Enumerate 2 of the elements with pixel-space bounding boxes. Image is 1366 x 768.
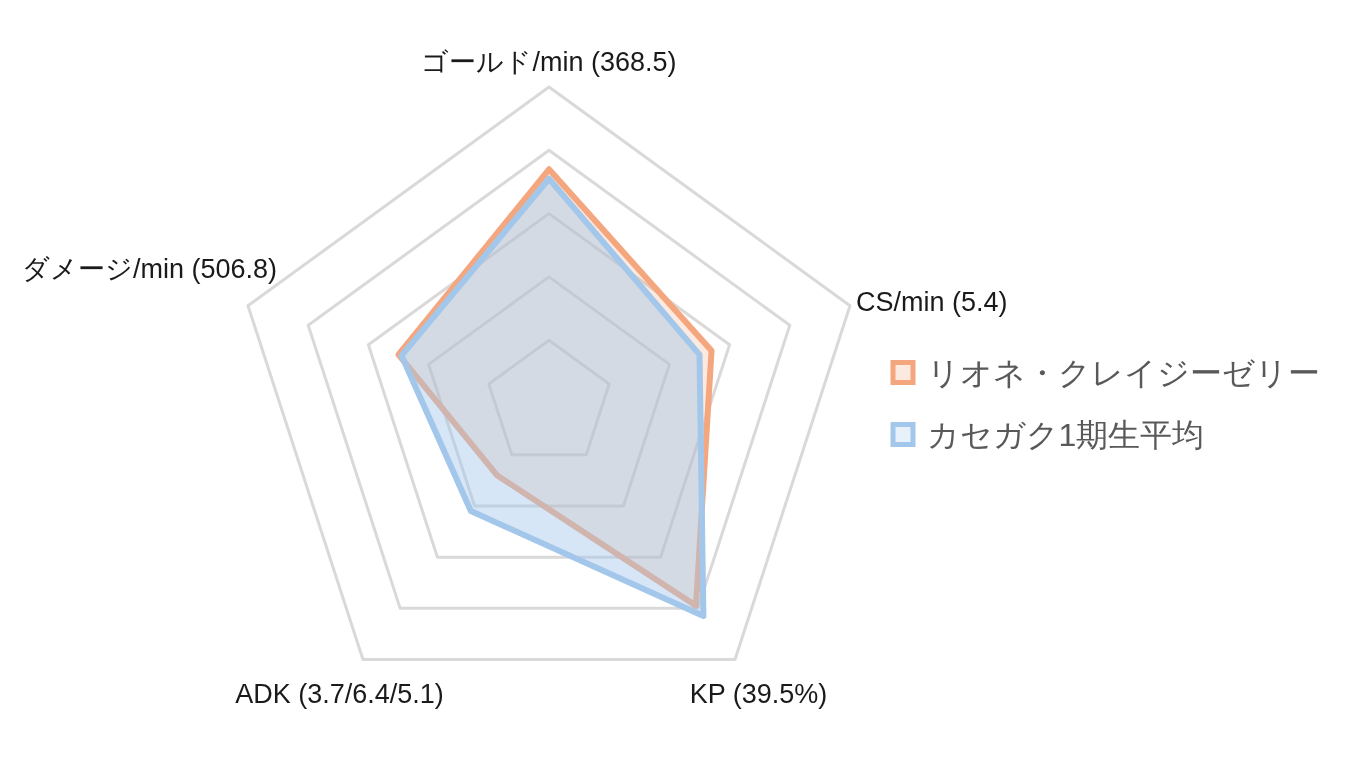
legend-label: カセガク1期生平均 <box>926 416 1205 453</box>
legend-label: リオネ・クレイジーゼリー <box>926 354 1320 391</box>
